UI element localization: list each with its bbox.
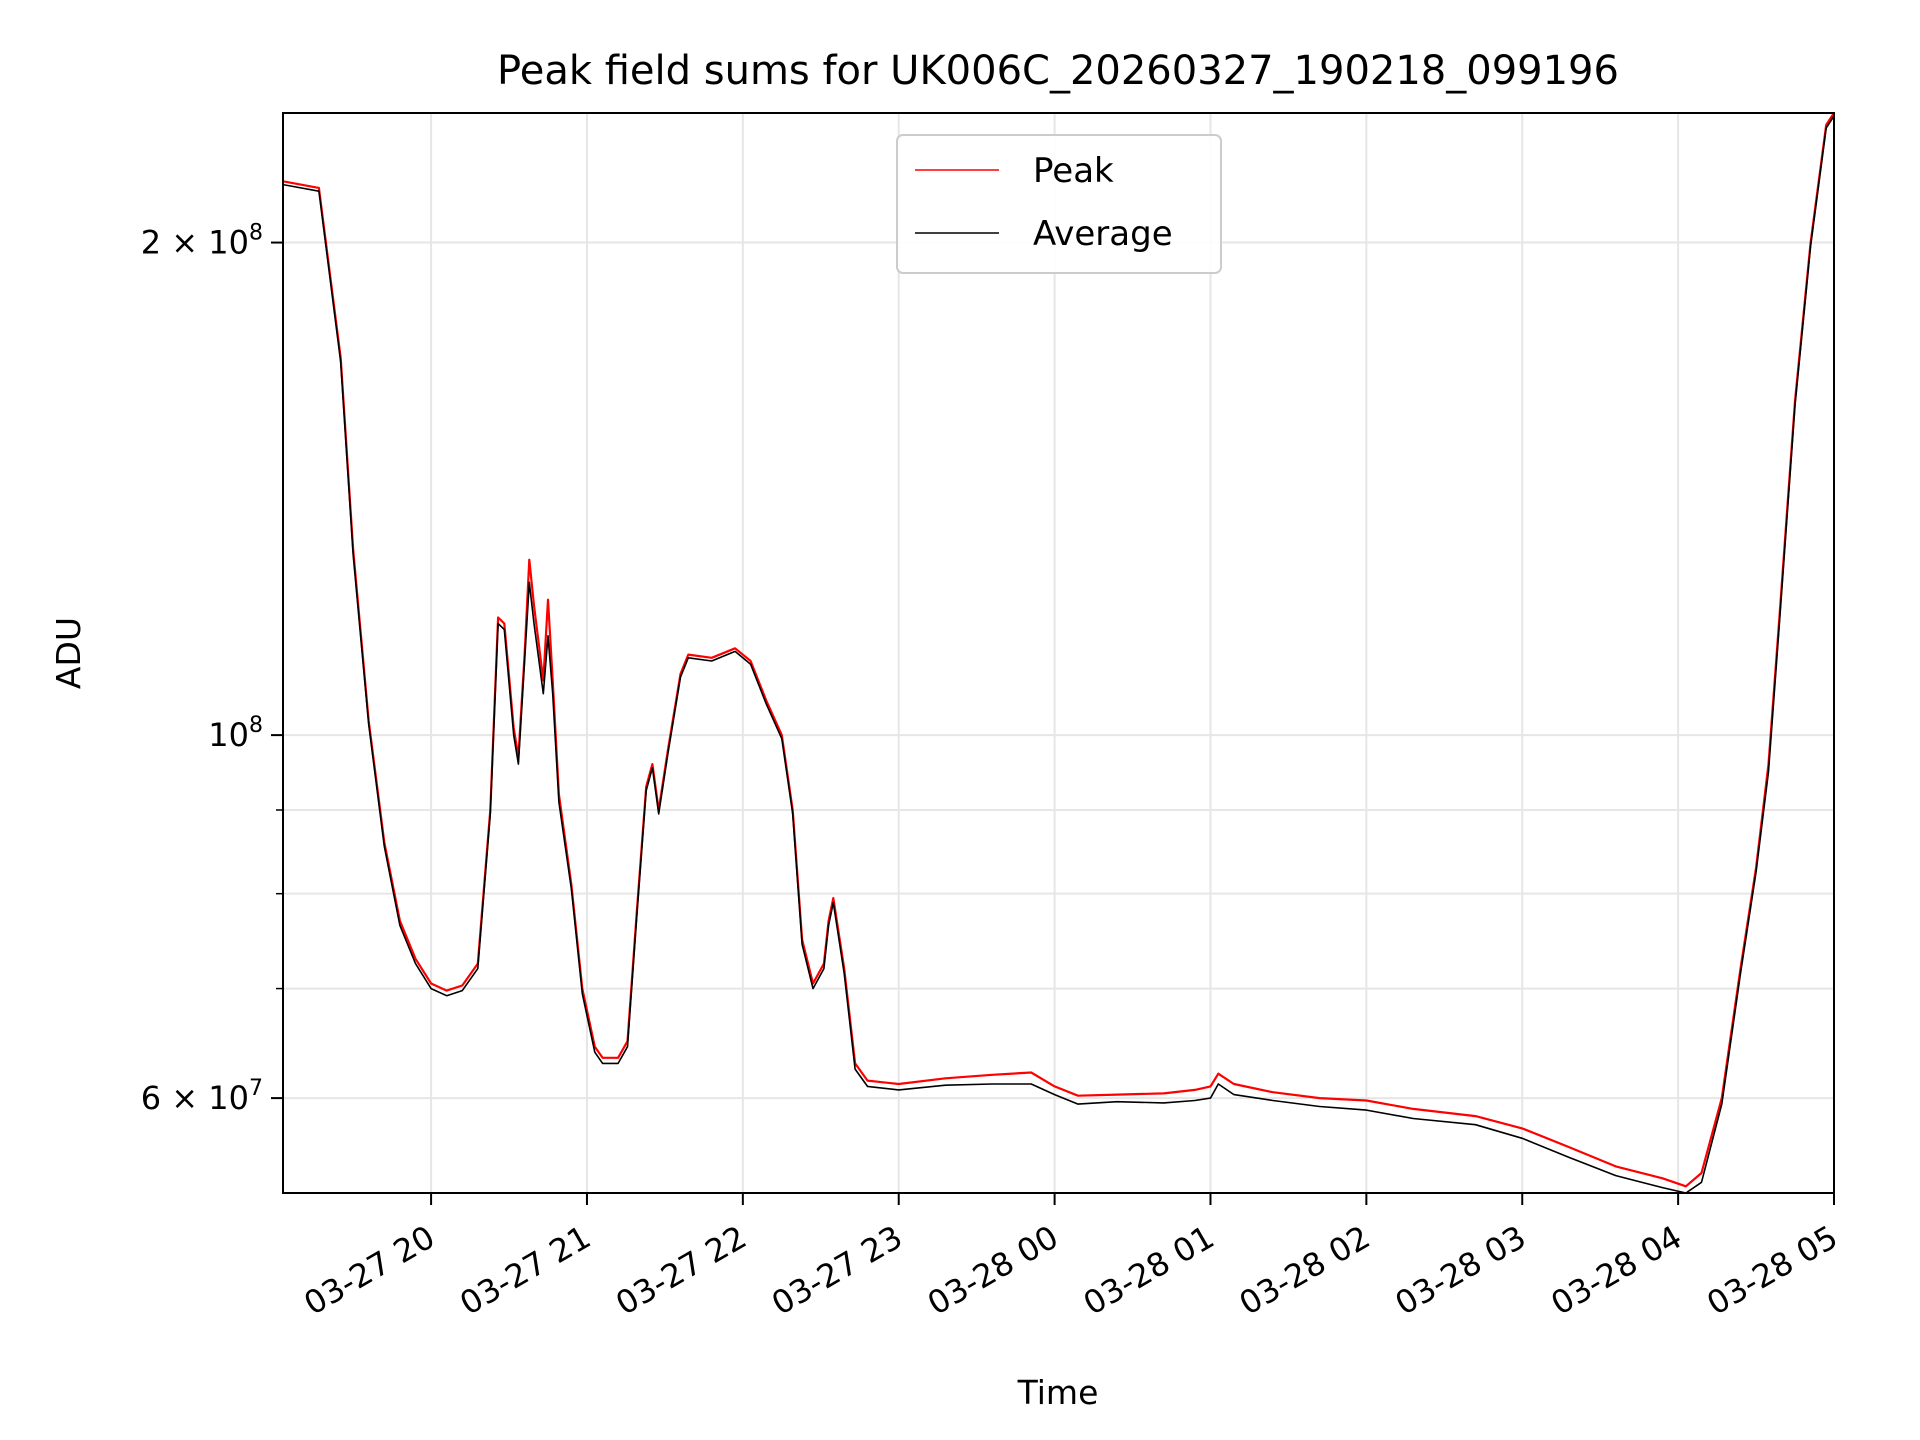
legend-peak-label: Peak [1033,151,1114,191]
legend-average-label: Average [1033,214,1173,254]
series-line-average [283,115,1834,1193]
y-axis: 6 × 107 108 2 × 108 [141,221,283,1117]
y-axis-label: ADU [49,617,88,689]
x-axis-label: Time [1017,1373,1099,1412]
y-tick-label: 6 × 107 [141,1076,263,1117]
series-line-peak [283,113,1834,1188]
y-tick-label: 2 × 108 [141,221,263,262]
y-tick-label: 108 [208,713,263,754]
chart-title: Peak field sums for UK006C_20260327_1902… [497,48,1619,94]
plot-lines [283,113,1834,1193]
plot-frame [282,112,1835,1194]
legend: Peak Average [896,134,1222,274]
